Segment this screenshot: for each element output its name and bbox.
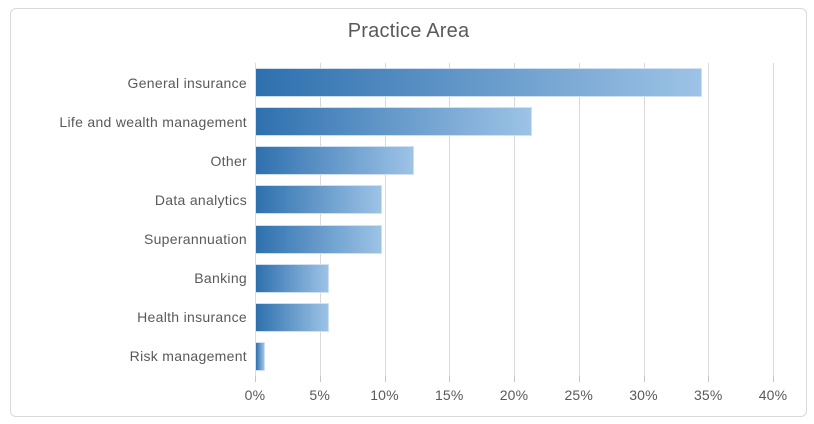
category-label: Data analytics [154,191,247,208]
bar-row [255,259,773,298]
x-tick-label: 15% [434,387,464,403]
x-tick-label: 40% [758,387,788,403]
category-label: Banking [194,270,247,287]
x-tick-label: 10% [370,387,399,403]
category-label: Other [210,152,247,169]
bar-row [255,220,773,259]
axis-tick [384,376,386,382]
gridline [643,63,645,376]
bar-rows [255,63,773,376]
x-tick-label: 30% [629,387,658,403]
bar-general-insurance [255,68,702,98]
category-label: Life and wealth management [59,113,247,130]
axis-tick [643,376,645,382]
category-label: Health insurance [137,309,247,326]
x-tick-label: 5% [309,387,331,403]
bar-health-insurance [255,302,329,332]
x-tick-label: 20% [499,387,529,403]
bar-row [255,298,773,337]
chart-title: Practice Area [347,20,470,42]
bar-row [255,180,773,219]
category-axis-labels: General insurance Life and wealth managem… [25,63,247,376]
axis-tick [578,376,580,382]
axis-tick [449,376,451,382]
bar-row [255,337,773,376]
axis-tick [514,376,515,382]
x-tick-label: 35% [693,387,723,403]
x-tick-label: 0% [244,387,266,403]
category-label: Superannuation [143,231,247,248]
gridline [773,63,774,376]
bar-superannuation [255,224,382,254]
axis-tick [319,376,321,382]
bar-risk-management [255,341,266,371]
gridline [708,63,710,376]
category-label: Risk management [129,348,247,365]
chart-frame: Practice Area General insurance Life and … [10,8,807,417]
gridline [255,63,256,376]
category-label: General insurance [127,74,247,91]
bar-row [255,102,773,141]
bar-row [255,63,773,102]
gridline [384,63,386,376]
value-axis-labels: 0% 5% 10% 15% 20% 25% 30% 35% 40% [245,385,787,405]
bar-banking [255,263,329,293]
bar-data-analytics [255,185,382,215]
plot-area [255,63,774,382]
bar-other [255,146,415,176]
gridline [514,63,515,376]
bar-life-and-wealth-management [255,107,533,137]
bar-row [255,141,773,180]
gridline [578,63,580,376]
axis-tick [255,376,256,382]
x-tick-label: 25% [564,387,594,403]
gridline [449,63,451,376]
gridline [319,63,321,376]
axis-tick [708,376,710,382]
axis-tick [773,376,774,382]
